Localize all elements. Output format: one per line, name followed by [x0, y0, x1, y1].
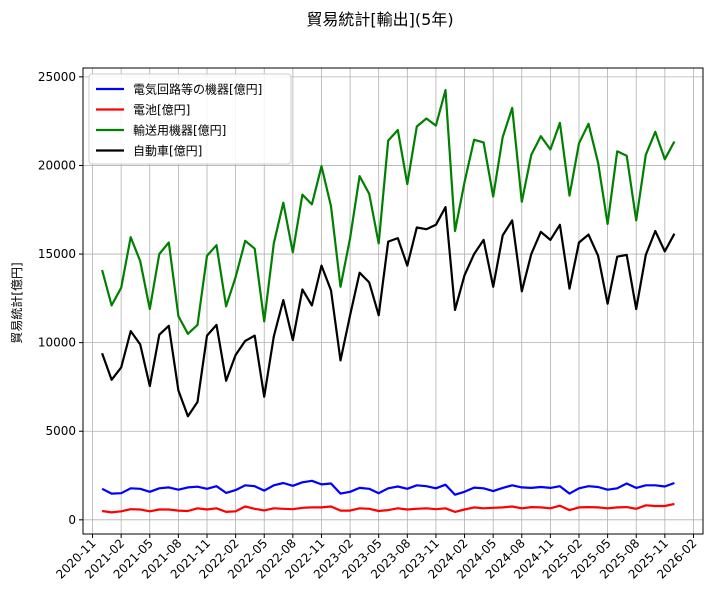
legend-label-1: 電池[億円] [133, 103, 190, 117]
legend-label-3: 自動車[億円] [133, 144, 202, 158]
chart-title: 貿易統計[輸出](5年) [306, 10, 453, 29]
y-tick-label: 15000 [38, 247, 76, 261]
legend-frame [88, 73, 292, 165]
y-tick-label: 10000 [38, 336, 76, 350]
y-axis-label: 貿易統計[億円] [9, 262, 24, 343]
legend-label-0: 電気回路等の機器[億円] [133, 82, 262, 97]
y-tick-label: 0 [68, 513, 76, 527]
y-tick-label: 25000 [38, 70, 76, 84]
series-lines [101, 88, 676, 514]
series-line-0 [101, 479, 675, 496]
legend: 電気回路等の機器[億円] 電池[億円] 輸送用機器[億円] 自動車[億円] [88, 73, 292, 165]
series-line-1 [101, 502, 675, 514]
legend-label-2: 輸送用機器[億円] [133, 123, 226, 138]
y-tick-label: 5000 [45, 424, 76, 438]
series-line-2 [101, 88, 676, 335]
series-line-3 [101, 206, 676, 418]
y-tick-label: 20000 [38, 158, 76, 172]
plot-frame [82, 67, 704, 535]
